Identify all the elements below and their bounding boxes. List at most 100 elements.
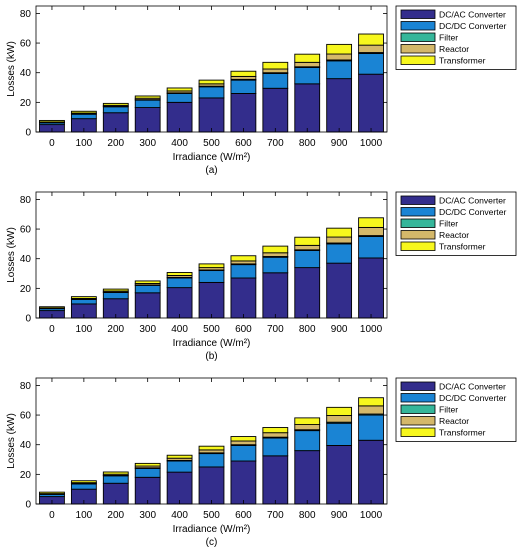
bar-segment-dc-dc-converter [326, 422, 353, 446]
bar-segment-transformer [358, 217, 384, 228]
bar-segment-transformer [70, 110, 97, 114]
bar-segment-transformer [198, 445, 225, 451]
bar-segment-dc-dc-converter [198, 270, 225, 283]
x-tick-label: 700 [267, 510, 284, 521]
bar-segment-transformer [358, 397, 384, 407]
bar-segment-transformer [166, 272, 193, 276]
bar-segment-dc-ac-converter [294, 83, 321, 133]
bar-segment-transformer [39, 306, 65, 309]
y-tick-label: 60 [20, 39, 32, 50]
bar-segment-dc-dc-converter [262, 256, 289, 274]
bar-segment-dc-dc-converter [262, 437, 289, 457]
bar-segment-reactor [294, 61, 321, 68]
bar-segment-dc-dc-converter [294, 67, 321, 85]
bar-segment-transformer [262, 61, 289, 70]
bar-segment-dc-ac-converter [262, 272, 289, 319]
y-tick-label: 20 [20, 470, 32, 481]
legend-swatch [400, 218, 436, 228]
x-tick-label: 100 [76, 324, 93, 335]
bar-segment-dc-dc-converter [230, 445, 257, 462]
legend-label: Filter [439, 405, 458, 415]
bar-segment-dc-ac-converter [358, 73, 384, 133]
bar-segment-transformer [326, 227, 353, 238]
x-tick-label: 0 [49, 138, 55, 149]
bar-segment-reactor [358, 226, 384, 237]
bar-segment-dc-dc-converter [134, 99, 161, 108]
bar-segment-dc-dc-converter [358, 52, 384, 75]
y-tick-label: 80 [20, 9, 32, 20]
bar-segment-reactor [326, 53, 353, 61]
bar-segment-dc-dc-converter [166, 277, 193, 289]
bar-segment-dc-ac-converter [326, 262, 353, 319]
y-tick-label: 0 [25, 314, 31, 325]
bar-segment-transformer [326, 406, 353, 416]
bar-segment-dc-ac-converter [134, 476, 161, 505]
y-tick-label: 80 [20, 195, 32, 206]
bar-segment-transformer [134, 95, 161, 99]
bar-segment-reactor [294, 244, 321, 251]
legend-swatch [400, 241, 436, 251]
bar-segment-transformer [326, 43, 353, 55]
bar-segment-transformer [39, 491, 65, 495]
legend-label: DC/AC Converter [439, 10, 506, 20]
bar-segment-reactor [326, 415, 353, 423]
bar-segment-transformer [134, 462, 161, 467]
x-tick-label: 900 [331, 510, 348, 521]
legend-label: DC/DC Converter [439, 393, 506, 403]
bar-segment-dc-ac-converter [166, 471, 193, 505]
bar-segment-dc-ac-converter [198, 466, 225, 505]
legend-label: Reactor [439, 44, 469, 54]
bar-segment-dc-dc-converter [358, 414, 384, 441]
bar-segment-dc-ac-converter [198, 97, 225, 133]
bar-segment-dc-ac-converter [230, 460, 257, 505]
y-axis-label: Losses (kW) [6, 41, 17, 97]
bar-segment-reactor [262, 432, 289, 438]
bar-segment-dc-dc-converter [326, 243, 353, 264]
bar-segment-transformer [262, 427, 289, 434]
bar-segment-reactor [262, 68, 289, 74]
x-tick-label: 800 [299, 138, 316, 149]
bar-segment-dc-dc-converter [102, 106, 129, 114]
x-tick-label: 500 [203, 138, 220, 149]
x-tick-label: 700 [267, 138, 284, 149]
legend-label: Reactor [439, 230, 469, 240]
bar-segment-transformer [70, 480, 97, 484]
x-axis-label: Irradiance (W/m²) [173, 338, 251, 349]
x-tick-label: 700 [267, 324, 284, 335]
x-tick-label: 200 [107, 510, 124, 521]
legend-swatch [400, 416, 436, 426]
legend-swatch [400, 195, 436, 205]
bar-segment-reactor [358, 405, 384, 415]
x-axis-label: Irradiance (W/m²) [173, 152, 251, 163]
legend-swatch [400, 55, 436, 65]
x-tick-label: 600 [235, 138, 252, 149]
x-tick-label: 500 [203, 510, 220, 521]
bar-segment-dc-dc-converter [102, 475, 129, 484]
legend-label: DC/DC Converter [439, 207, 506, 217]
bar-segment-dc-dc-converter [230, 79, 257, 94]
bar-segment-transformer [70, 296, 97, 299]
legend-label: Filter [439, 219, 458, 229]
bar-segment-dc-ac-converter [294, 450, 321, 505]
x-tick-label: 0 [49, 510, 55, 521]
bar-segment-dc-dc-converter [294, 430, 321, 452]
bar-segment-dc-ac-converter [294, 267, 321, 319]
legend-label: Filter [439, 33, 458, 43]
bar-segment-reactor [262, 252, 289, 257]
bar-segment-transformer [230, 70, 257, 77]
bar-segment-transformer [294, 417, 321, 426]
bar-segment-dc-dc-converter [70, 483, 97, 490]
bar-segment-dc-ac-converter [262, 455, 289, 505]
legend-swatch [400, 427, 436, 437]
legend-swatch [400, 230, 436, 240]
bar-segment-dc-dc-converter [198, 86, 225, 99]
y-tick-label: 20 [20, 98, 32, 109]
bar-segment-dc-dc-converter [70, 299, 97, 305]
legend-swatch [400, 207, 436, 217]
y-tick-label: 60 [20, 225, 32, 236]
legend-swatch [400, 9, 436, 19]
legend-label: DC/AC Converter [439, 196, 506, 206]
